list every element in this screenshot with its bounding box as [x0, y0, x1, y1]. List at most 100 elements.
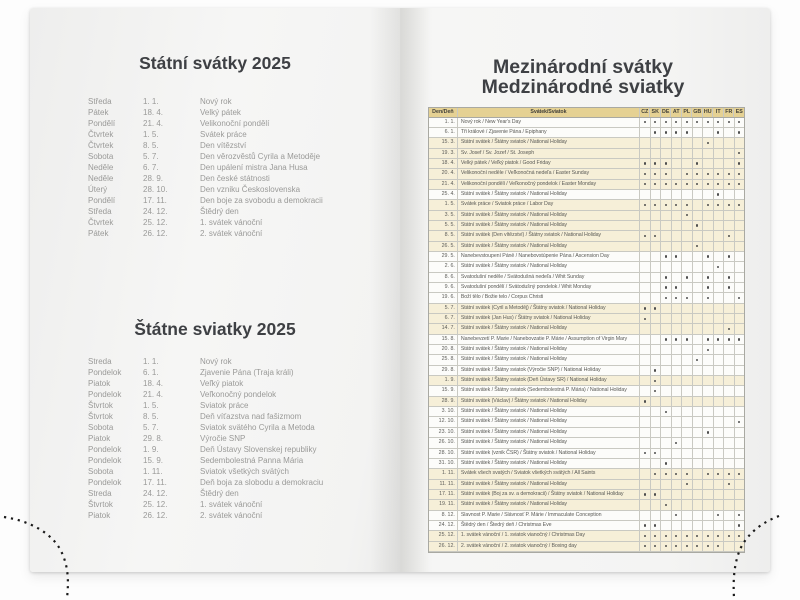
country-mark-cell-hu — [702, 179, 713, 189]
country-mark-cell-hu — [702, 417, 713, 427]
holiday-weekday: Neděle — [88, 174, 114, 183]
country-mark-cell-fr — [723, 469, 734, 479]
header-day-column: Den/Deň — [432, 108, 454, 115]
table-row: 19. 11. Státní svátek / Štátny sviatok / … — [429, 500, 744, 511]
holiday-date: 5. 7. — [444, 304, 455, 311]
holiday-weekday: Pondelok — [88, 390, 122, 399]
holiday-date: 5. 7. — [143, 423, 159, 432]
holiday-date: 1. 9. — [143, 445, 159, 454]
country-mark-cell-de — [660, 179, 671, 189]
holiday-date: 1. 1. — [143, 357, 159, 366]
table-row: 1. 9. Státní svátek / Štátny sviatok (Deň… — [429, 376, 744, 387]
holiday-dot — [675, 545, 678, 548]
country-mark-cell-at — [670, 479, 682, 489]
country-mark-cell-cz — [639, 438, 650, 448]
country-mark-cell-gb — [691, 469, 703, 479]
holiday-dot — [738, 152, 741, 155]
country-mark-cell-de — [660, 386, 671, 396]
country-mark-cell-pl — [681, 200, 692, 210]
country-mark-cell-es — [733, 169, 745, 179]
country-mark-cell-it — [712, 458, 724, 469]
country-mark-cell-de — [660, 262, 671, 272]
country-mark-cell-sk — [649, 220, 661, 231]
country-mark-cell-de — [660, 500, 671, 510]
country-mark-cell-es — [733, 520, 745, 531]
holiday-weekday: Čtvrtek — [88, 218, 114, 227]
country-mark-cell-sk — [649, 448, 661, 458]
country-mark-cell-it — [712, 345, 724, 355]
country-mark-cell-de — [660, 148, 671, 158]
holiday-weekday: Piatok — [88, 511, 111, 520]
holiday-date: 1. 1. — [143, 97, 159, 106]
holiday-name: Státní svátek / Štátny sviatok / Nationa… — [456, 345, 639, 355]
slovak-holidays-title: Štátne sviatky 2025 — [134, 319, 296, 339]
table-row: 17. 11. Státní svátek (Boj za sv. a demok… — [429, 489, 744, 501]
country-mark-cell-gb — [691, 334, 703, 345]
country-mark-cell-at — [670, 541, 682, 551]
country-mark-cell-es — [733, 283, 745, 293]
country-mark-cell-cz — [639, 179, 650, 189]
country-mark-cell-cz — [639, 127, 650, 138]
country-mark-cell-it — [712, 427, 724, 438]
country-mark-cell-gb — [691, 438, 703, 448]
country-mark-cell-cz — [639, 324, 650, 334]
country-mark-cell-pl — [681, 531, 692, 541]
country-mark-cell-pl — [681, 138, 692, 148]
holiday-date: 28. 10. — [143, 185, 168, 194]
table-row: 20. 8. Státní svátek / Štátny sviatok / N… — [429, 345, 745, 356]
holiday-weekday: Pondělí — [88, 196, 116, 205]
holiday-dot — [675, 534, 678, 538]
country-mark-cell-it — [712, 210, 724, 220]
left-page — [30, 8, 400, 572]
country-mark-cell-hu — [702, 500, 713, 510]
holiday-date: 1. 11. — [442, 470, 455, 477]
table-row: 3. 5. Státní svátek / Štátny sviatok / Na… — [429, 210, 744, 221]
country-mark-cell-sk — [649, 376, 661, 386]
country-mark-cell-hu — [702, 479, 713, 489]
country-mark-cell-gb — [691, 345, 703, 355]
holiday-dot — [654, 389, 657, 393]
country-mark-cell-it — [712, 469, 724, 479]
country-mark-cell-gb — [691, 169, 703, 179]
country-mark-cell-sk — [649, 458, 661, 469]
country-mark-cell-it — [712, 365, 724, 376]
holiday-name: Sviatok všetkých svätých — [200, 467, 289, 476]
country-mark-cell-es — [733, 189, 745, 200]
holiday-date: 8. 5. — [444, 232, 455, 239]
holiday-date: 6. 1. — [143, 368, 159, 377]
holiday-date: 19. 11. — [439, 501, 455, 508]
country-mark-cell-gb — [691, 355, 703, 365]
country-mark-cell-sk — [649, 138, 661, 148]
holiday-list-row: Středa 24. 12. Štědrý den — [88, 206, 388, 217]
holiday-dot — [643, 307, 646, 310]
country-mark-cell-cz — [639, 117, 650, 127]
holiday-list-row: Streda 24. 12. Štědrý den — [88, 488, 388, 499]
country-mark-cell-es — [733, 272, 745, 282]
country-mark-cell-es — [733, 479, 745, 489]
country-mark-cell-it — [712, 293, 724, 303]
holiday-dot — [706, 534, 709, 538]
holiday-dot — [664, 131, 667, 134]
country-mark-cell-es — [733, 438, 745, 448]
country-mark-cell-pl — [681, 396, 692, 407]
table-row: 8. 12. Slavnost P. Marie / Slávnosť P. Má… — [429, 510, 744, 521]
holiday-dot — [717, 545, 720, 548]
country-mark-cell-it — [712, 262, 724, 272]
holiday-dot — [664, 462, 667, 465]
country-mark-cell-it — [712, 283, 724, 293]
holiday-name: Státní svátek (Cyril a Metoděj) / Štátny… — [456, 303, 639, 314]
holiday-dot — [643, 400, 646, 403]
holiday-dot — [664, 183, 667, 186]
country-mark-cell-cz — [639, 469, 650, 479]
holiday-date: 23. 10. — [438, 428, 455, 435]
country-mark-cell-at — [670, 324, 682, 334]
holiday-name: Den boje za svobodu a demokracii — [200, 196, 323, 205]
holiday-dot — [685, 203, 688, 207]
country-mark-cell-de — [660, 458, 671, 469]
country-mark-cell-es — [733, 345, 745, 355]
country-mark-cell-fr — [723, 365, 734, 376]
country-mark-cell-de — [660, 303, 671, 314]
country-mark-cell-at — [670, 396, 682, 407]
country-mark-cell-cz — [639, 365, 650, 376]
country-mark-cell-hu — [702, 510, 713, 520]
